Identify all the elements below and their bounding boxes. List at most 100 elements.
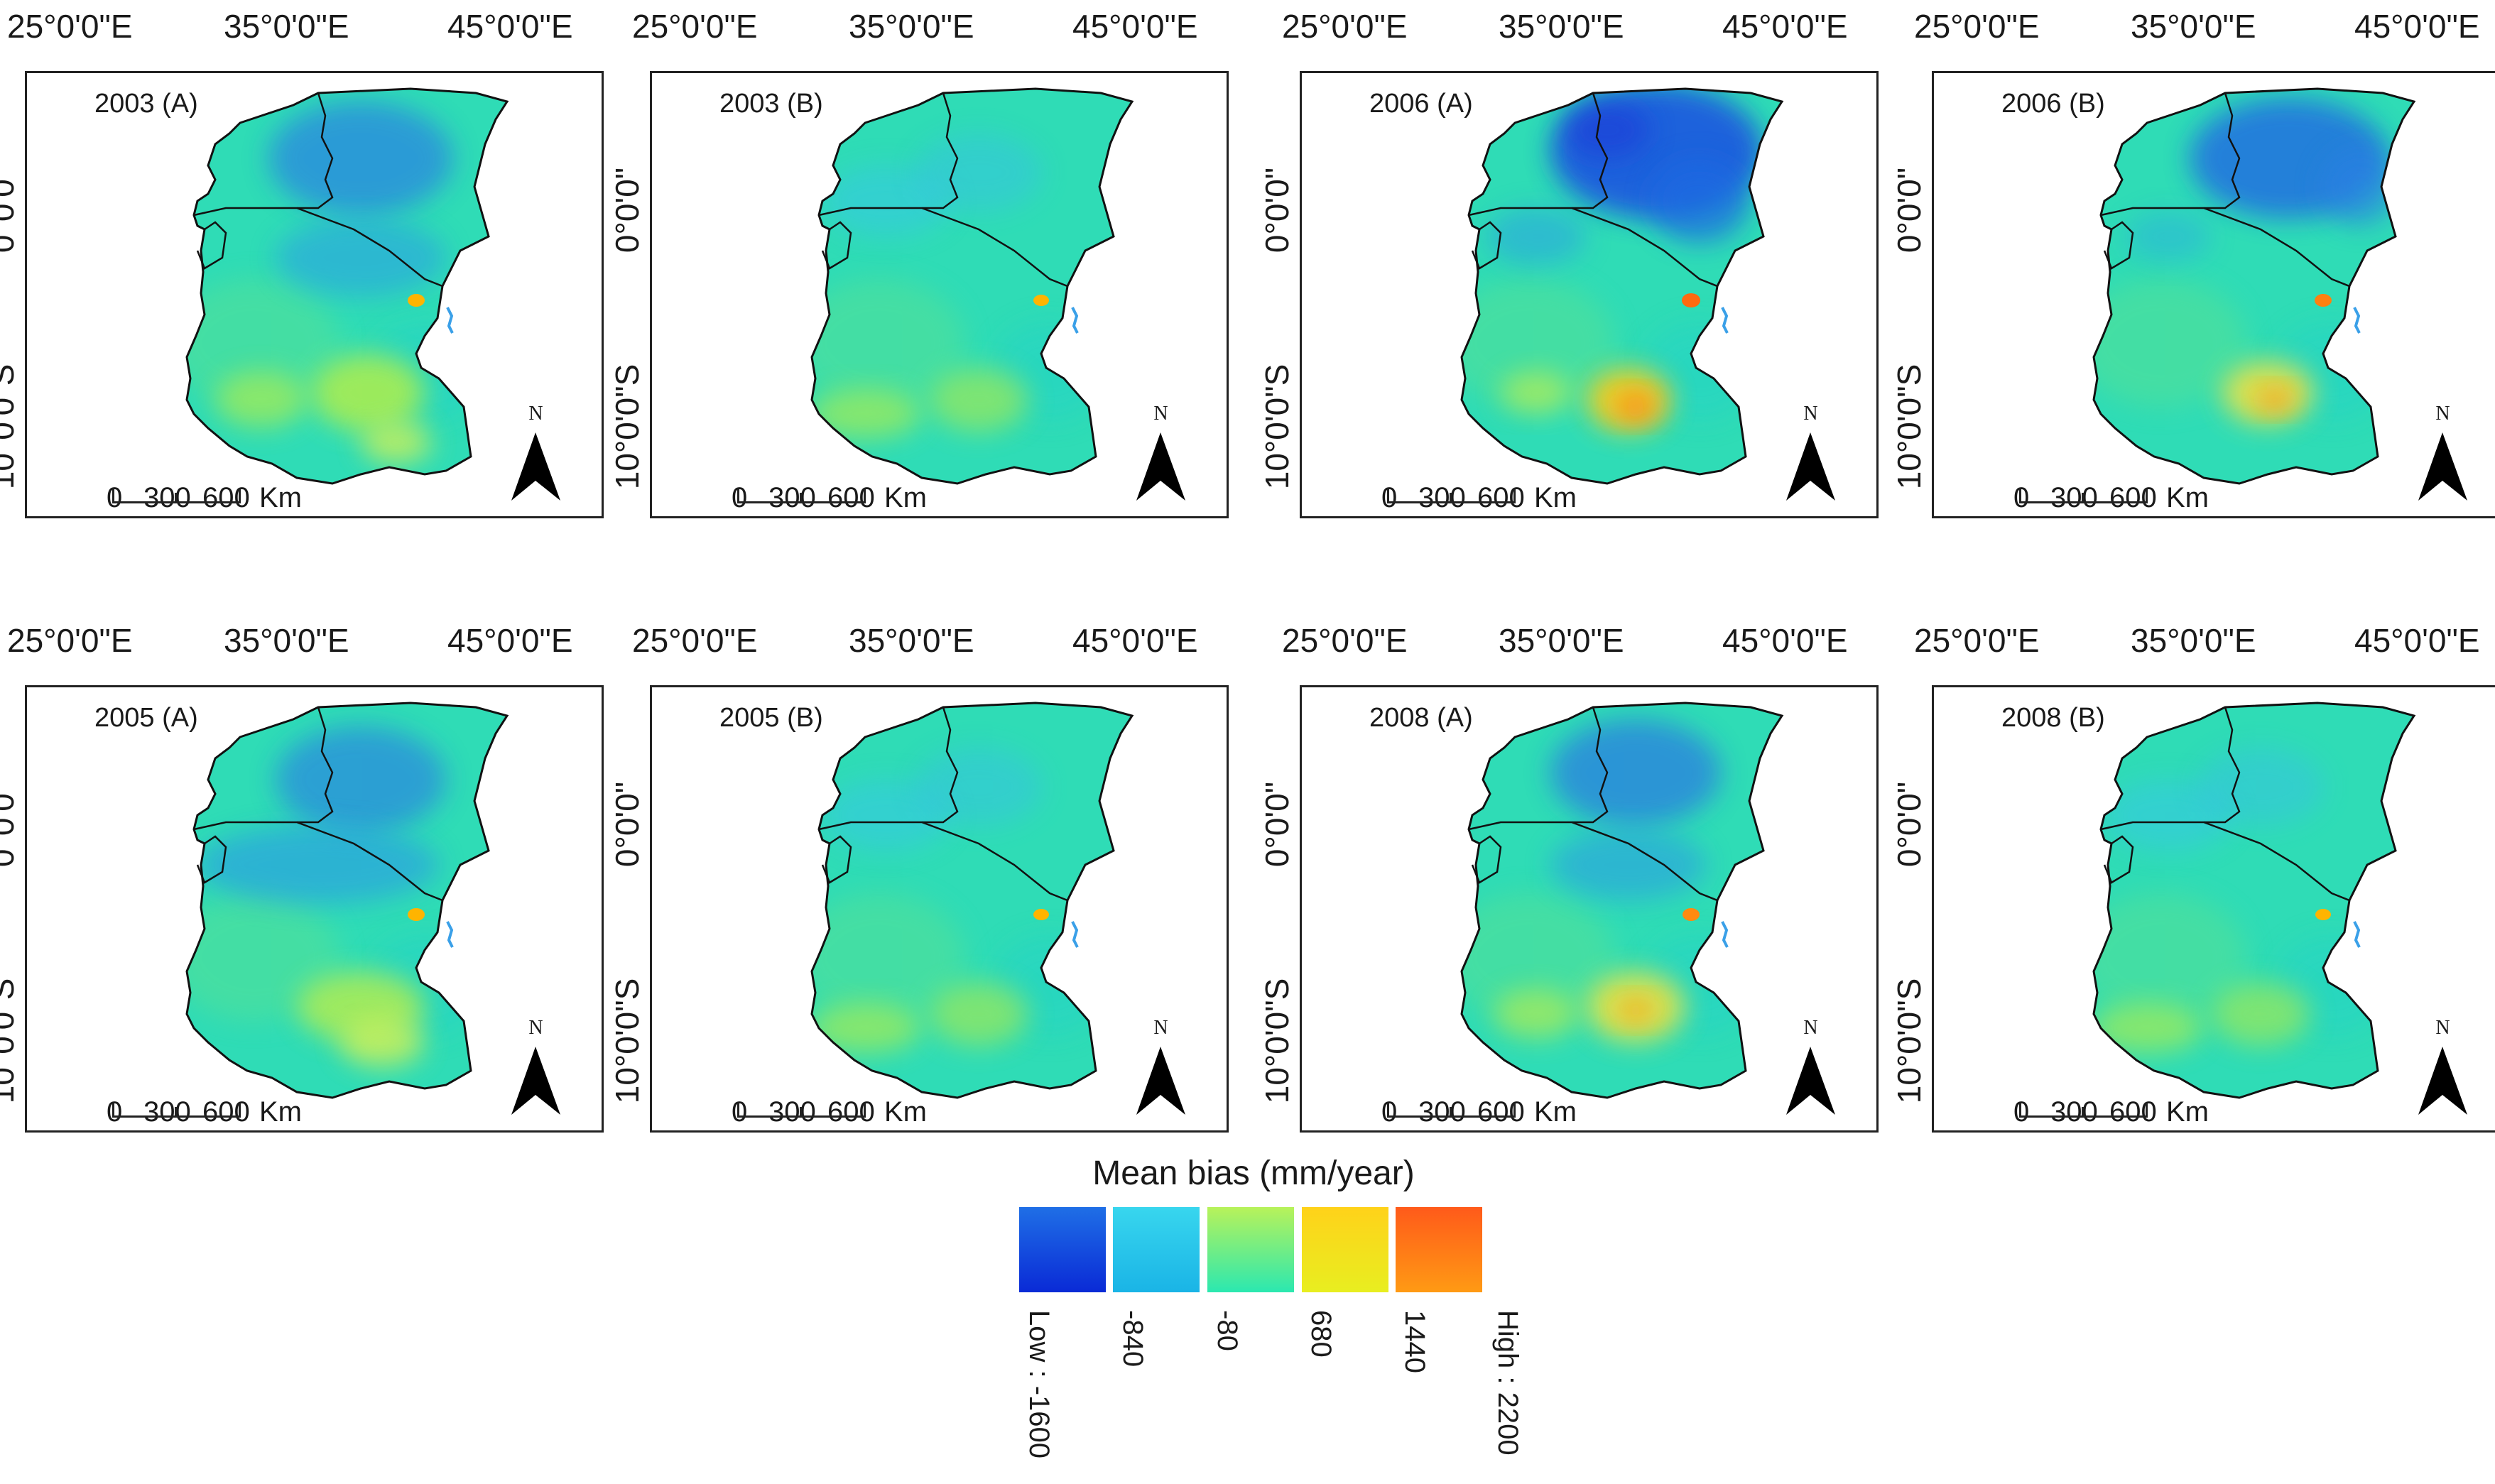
bias-zone bbox=[2321, 148, 2399, 226]
longitude-label: 25°0'0"E bbox=[632, 622, 758, 659]
panel-title: 2005 (A) bbox=[94, 703, 198, 733]
map-canvas bbox=[1460, 87, 1784, 485]
bias-zone bbox=[1565, 102, 1650, 158]
map-canvas bbox=[810, 702, 1134, 1099]
scale-label: Km bbox=[2166, 482, 2209, 513]
country-border bbox=[297, 92, 334, 209]
country-border bbox=[821, 835, 852, 884]
bias-zone bbox=[1550, 719, 1721, 826]
latitude-label: 0°0'0" bbox=[0, 167, 21, 253]
longitude-label: 35°0'0"E bbox=[1499, 622, 1624, 659]
country-border bbox=[2204, 706, 2241, 824]
bias-zone bbox=[1682, 293, 1700, 307]
scale-bar bbox=[1387, 489, 1516, 503]
map-canvas bbox=[185, 702, 509, 1099]
legend-swatch bbox=[1019, 1207, 1106, 1292]
panel-title: 2003 (A) bbox=[94, 89, 198, 119]
map-canvas bbox=[2092, 702, 2416, 1099]
north-arrow-icon: N bbox=[2416, 403, 2469, 502]
bias-zone bbox=[197, 826, 439, 904]
legend-tick-label: -80 bbox=[1212, 1310, 1243, 1351]
north-label: N bbox=[1153, 1017, 1168, 1039]
bias-zone bbox=[311, 354, 425, 432]
scale-bar bbox=[2019, 489, 2148, 503]
map-panel: 2008 (B) 0 300 600 Km N bbox=[1932, 685, 2495, 1133]
bias-zone bbox=[2315, 294, 2332, 307]
scale-label: 600 bbox=[202, 482, 250, 513]
bias-zone bbox=[268, 102, 453, 215]
country-outline bbox=[1460, 702, 1784, 1099]
scale-label: Km bbox=[259, 1096, 302, 1128]
north-label: N bbox=[528, 1017, 543, 1039]
legend-tick-label: 1440 bbox=[1399, 1310, 1430, 1373]
bias-zone bbox=[929, 982, 1028, 1046]
north-label: N bbox=[2435, 403, 2450, 425]
bias-zone bbox=[2126, 212, 2211, 261]
map-canvas bbox=[2092, 87, 2416, 485]
bias-zone bbox=[2197, 748, 2325, 826]
bias-zone bbox=[1617, 998, 1654, 1023]
latitude-label: 0°0'0" bbox=[1891, 167, 1928, 253]
country-border bbox=[818, 821, 1068, 902]
scale-label: 300 bbox=[2050, 482, 2098, 513]
bias-zone bbox=[2258, 388, 2292, 412]
scale-label: 0 bbox=[2013, 482, 2030, 513]
bias-zone bbox=[1650, 158, 1749, 244]
map-canvas bbox=[185, 87, 509, 485]
scale-label: 0 bbox=[107, 1096, 123, 1128]
map-canvas bbox=[1460, 702, 1784, 1099]
scale-label: Km bbox=[1534, 482, 1577, 513]
country-border bbox=[818, 207, 1068, 288]
scale-label: 600 bbox=[1477, 1096, 1525, 1128]
north-label: N bbox=[1153, 403, 1168, 425]
coastal-lake bbox=[1721, 921, 1729, 948]
panel-title: 2006 (A) bbox=[1369, 89, 1473, 119]
longitude-label: 35°0'0"E bbox=[2131, 622, 2256, 659]
scale-label: 600 bbox=[827, 482, 875, 513]
bias-zone bbox=[408, 294, 425, 307]
bias-zone bbox=[276, 219, 446, 297]
longitude-label: 25°0'0"E bbox=[1282, 622, 1408, 659]
north-label: N bbox=[1803, 403, 1818, 425]
bias-zone bbox=[187, 279, 339, 407]
bias-zone bbox=[1462, 279, 1614, 407]
north-label: N bbox=[2435, 1017, 2450, 1039]
bias-zone bbox=[339, 1017, 425, 1067]
bias-zone bbox=[915, 748, 1043, 826]
legend-tick-label: High : 2200 bbox=[1492, 1310, 1523, 1456]
latitude-label: 0°0'0" bbox=[609, 781, 646, 868]
country-border bbox=[922, 706, 959, 824]
latitude-label: 10°0'0"S bbox=[0, 978, 21, 1104]
bias-zone bbox=[1616, 393, 1656, 421]
bias-zone bbox=[2315, 909, 2331, 920]
scale-label: 0 bbox=[107, 482, 123, 513]
latitude-label: 10°0'0"S bbox=[1891, 364, 1928, 490]
scale-label: 0 bbox=[732, 1096, 748, 1128]
scale-label: 0 bbox=[1381, 482, 1398, 513]
latitude-label: 10°0'0"S bbox=[1891, 978, 1928, 1104]
longitude-label: 25°0'0"E bbox=[1914, 622, 2040, 659]
bias-zone bbox=[812, 893, 964, 1021]
north-arrow-icon: N bbox=[509, 1017, 562, 1116]
scale-label: 300 bbox=[143, 482, 191, 513]
north-arrow-icon: N bbox=[2416, 1017, 2469, 1116]
bias-zone bbox=[361, 421, 432, 464]
longitude-label: 35°0'0"E bbox=[849, 8, 974, 45]
map-panel: 2008 (A) 0 300 600 Km N bbox=[1300, 685, 1879, 1133]
legend-tick-label: 680 bbox=[1305, 1310, 1337, 1358]
coastal-lake bbox=[1721, 307, 1729, 334]
coastal-lake bbox=[446, 921, 454, 948]
latitude-label: 0°0'0" bbox=[1259, 781, 1295, 868]
longitude-label: 45°0'0"E bbox=[2354, 8, 2480, 45]
map-panel: 2006 (A) 0 300 600 Km N bbox=[1300, 71, 1879, 518]
bias-zone bbox=[1501, 371, 1572, 414]
country-outline bbox=[810, 87, 1134, 485]
longitude-label: 45°0'0"E bbox=[2354, 622, 2480, 659]
latitude-label: 0°0'0" bbox=[1891, 781, 1928, 868]
longitude-label: 45°0'0"E bbox=[447, 622, 573, 659]
scale-label: Km bbox=[884, 1096, 927, 1128]
latitude-label: 0°0'0" bbox=[1259, 167, 1295, 253]
bias-zone bbox=[2094, 279, 2246, 407]
north-arrow-icon: N bbox=[1784, 403, 1837, 502]
north-label: N bbox=[528, 403, 543, 425]
